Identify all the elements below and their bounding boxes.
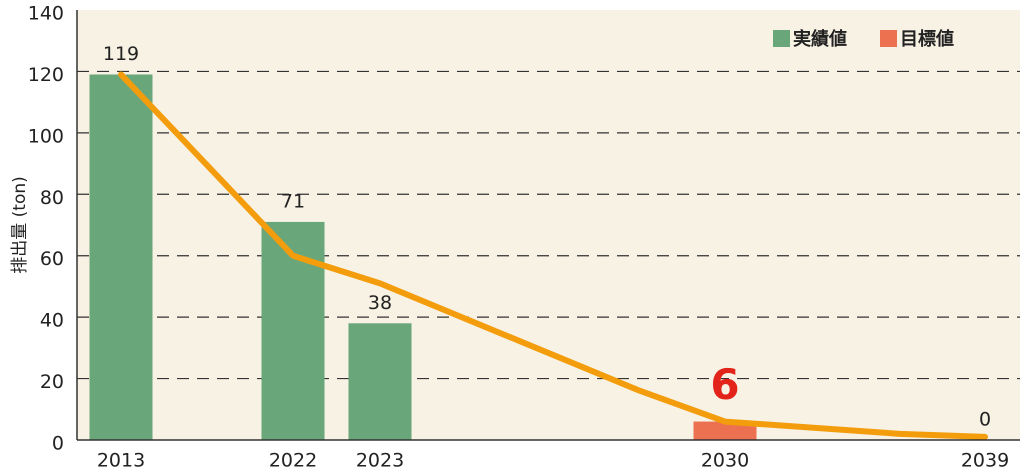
x-tick-label: 2023 [356,450,404,472]
y-tick-label: 100 [28,125,64,147]
legend-label: 目標値 [900,28,954,50]
y-tick-label: 60 [40,248,64,270]
value-label: 119 [103,43,139,65]
y-tick-label: 140 [28,3,64,25]
y-tick-label: 0 [52,433,64,455]
x-tick-label: 2013 [97,450,145,472]
legend-swatch [773,30,790,47]
x-tick-label: 2022 [269,450,317,472]
bar [348,323,412,440]
value-label: 6 [710,360,739,409]
y-tick-label: 120 [28,64,64,86]
plot-area [77,10,1020,440]
x-tick-label: 2039 [961,450,1009,472]
value-label: 38 [368,292,392,314]
y-tick-label: 80 [40,187,64,209]
value-label: 0 [979,409,991,431]
legend-label: 実績値 [793,28,847,50]
legend-swatch [880,30,897,47]
y-tick-label: 40 [40,310,64,332]
bar [693,421,757,440]
y-axis-label: 排出量 (ton) [10,176,30,274]
bar [89,74,153,440]
y-tick-label: 20 [40,371,64,393]
trend-line [118,71,988,440]
value-label: 71 [281,190,305,212]
marks [89,71,988,440]
x-tick-label: 2030 [701,450,749,472]
grid [77,70,1020,380]
